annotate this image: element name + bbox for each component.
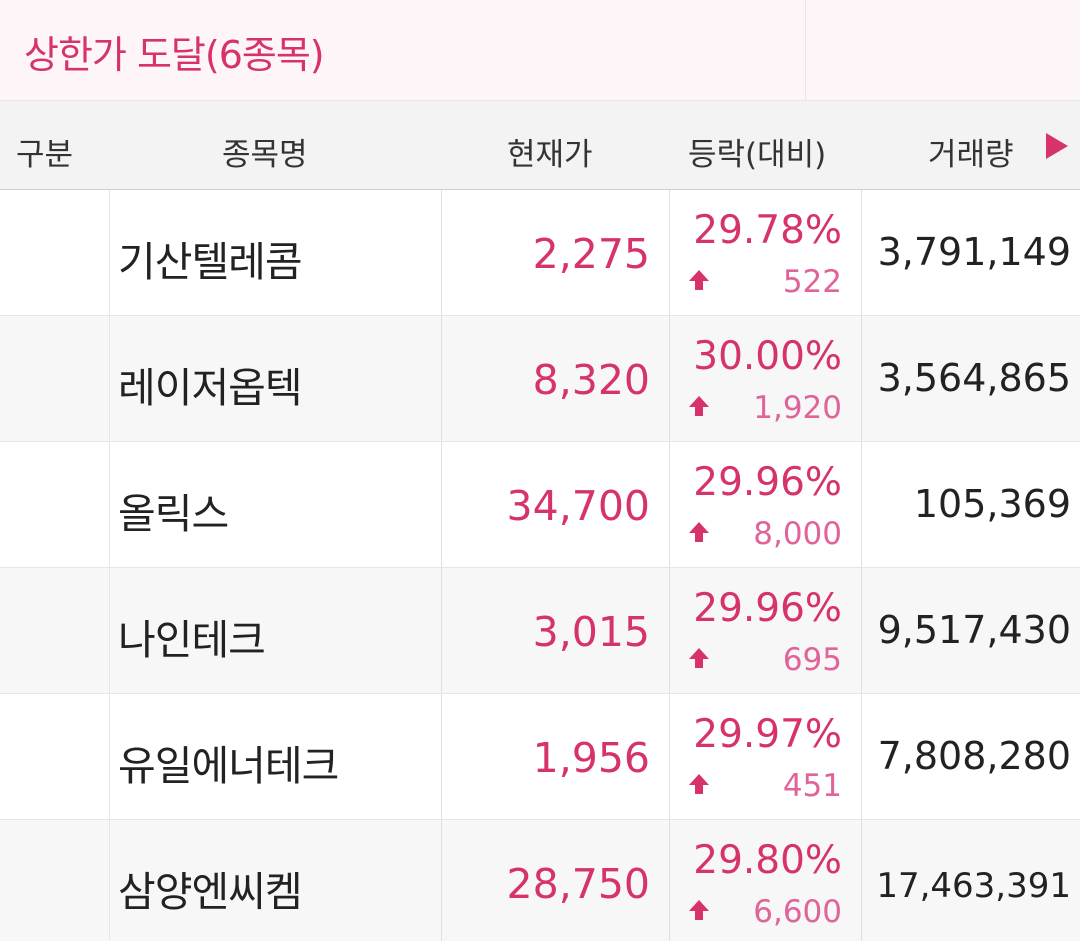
column-divider (669, 820, 670, 941)
change-rate: 29.80% (693, 838, 842, 883)
change-rate: 29.97% (693, 712, 842, 757)
page-title: 상한가 도달(6종목) (24, 33, 325, 77)
column-divider (441, 442, 442, 567)
column-divider (669, 190, 670, 315)
column-divider (861, 190, 862, 315)
change-amount: 6,600 (753, 894, 842, 930)
current-price: 1,956 (532, 734, 650, 782)
stock-name[interactable]: 기산텔레콤 (118, 238, 303, 286)
column-divider (669, 442, 670, 567)
category-cell (0, 190, 110, 315)
header-price[interactable]: 현재가 (507, 137, 593, 173)
column-divider (441, 694, 442, 819)
category-cell (0, 568, 110, 693)
change-rate: 29.96% (693, 586, 842, 631)
trade-volume: 7,808,280 (877, 734, 1071, 778)
change-rate: 30.00% (693, 334, 842, 379)
table-row[interactable]: 기산텔레콤 2,275 29.78% 522 3,791,149 (0, 190, 1080, 316)
table-row[interactable]: 올릭스 34,700 29.96% 8,000 105,369 (0, 442, 1080, 568)
column-divider (861, 568, 862, 693)
stock-name[interactable]: 나인테크 (118, 616, 266, 664)
column-divider (861, 820, 862, 941)
category-cell (0, 820, 110, 941)
trade-volume: 105,369 (913, 482, 1071, 526)
column-divider (861, 442, 862, 567)
stock-name[interactable]: 유일에너테크 (118, 742, 339, 790)
current-price: 8,320 (532, 356, 650, 404)
change-amount: 451 (782, 768, 842, 804)
change-rate: 29.96% (693, 460, 842, 505)
category-cell (0, 316, 110, 441)
table-row[interactable]: 나인테크 3,015 29.96% 695 9,517,430 (0, 568, 1080, 694)
change-amount: 8,000 (753, 516, 842, 552)
header-volume[interactable]: 거래량 (928, 137, 1014, 173)
column-divider (669, 568, 670, 693)
change-amount: 1,920 (753, 390, 842, 426)
column-divider (861, 316, 862, 441)
table-header: 구분 종목명 현재가 등락(대비) 거래량 (0, 101, 1080, 190)
trade-volume: 9,517,430 (877, 608, 1071, 652)
stock-name[interactable]: 레이저옵텍 (118, 364, 303, 412)
change-amount: 695 (782, 642, 842, 678)
header-category: 구분 (16, 137, 74, 173)
table-row[interactable]: 레이저옵텍 8,320 30.00% 1,920 3,564,865 (0, 316, 1080, 442)
current-price: 3,015 (532, 608, 650, 656)
category-cell (0, 442, 110, 567)
column-divider (441, 820, 442, 941)
up-arrow-icon (689, 270, 709, 290)
stock-name[interactable]: 올릭스 (118, 490, 229, 538)
header-name[interactable]: 종목명 (222, 137, 308, 173)
trade-volume: 3,791,149 (877, 230, 1071, 274)
column-divider (669, 694, 670, 819)
up-arrow-icon (689, 900, 709, 920)
column-divider (669, 316, 670, 441)
up-arrow-icon (689, 774, 709, 794)
change-rate: 29.78% (693, 208, 842, 253)
trade-volume: 3,564,865 (877, 356, 1071, 400)
up-arrow-icon (689, 648, 709, 668)
column-divider (441, 190, 442, 315)
next-column-arrow-icon[interactable] (1046, 133, 1068, 159)
current-price: 34,700 (506, 482, 650, 530)
title-divider (805, 0, 806, 101)
table-row[interactable]: 유일에너테크 1,956 29.97% 451 7,808,280 (0, 694, 1080, 820)
current-price: 2,275 (532, 230, 650, 278)
up-arrow-icon (689, 396, 709, 416)
stock-name[interactable]: 삼양엔씨켐 (118, 868, 303, 916)
trade-volume: 17,463,391 (876, 866, 1071, 906)
title-bar: 상한가 도달(6종목) (0, 0, 1080, 101)
header-change[interactable]: 등락(대비) (688, 137, 827, 173)
stock-table: 기산텔레콤 2,275 29.78% 522 3,791,149 레이저옵텍 8,320 30… (0, 190, 1080, 941)
table-row[interactable]: 삼양엔씨켐 28,750 29.80% 6,600 17,463,391 (0, 820, 1080, 941)
up-arrow-icon (689, 522, 709, 542)
change-amount: 522 (782, 264, 842, 300)
column-divider (441, 568, 442, 693)
current-price: 28,750 (506, 860, 650, 908)
column-divider (441, 316, 442, 441)
category-cell (0, 694, 110, 819)
column-divider (861, 694, 862, 819)
